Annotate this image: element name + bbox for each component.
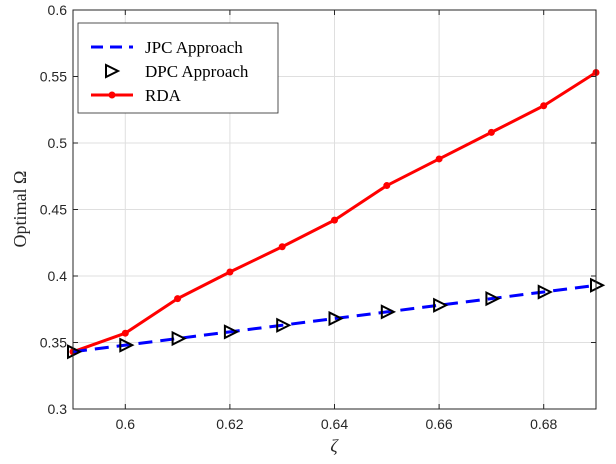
data-point-dpc <box>119 337 135 353</box>
y-tick-label: 0.4 <box>48 268 68 284</box>
data-point-dpc <box>223 324 240 340</box>
data-point-rda <box>331 216 338 224</box>
legend-swatch-dpc <box>105 63 121 79</box>
legend: JPC Approach DPC Approach RDA <box>77 22 279 114</box>
data-point-dpc <box>171 330 187 347</box>
tick-label-layer: 0.6 0.62 0.64 0.66 0.68 0.3 0.35 0.4 0.45 0.5 0.55… <box>40 2 558 432</box>
data-point-dpc <box>380 304 397 320</box>
x-tick-label: 0.68 <box>530 416 557 432</box>
data-point-dpc <box>67 344 83 360</box>
grid-layer <box>73 9 596 410</box>
x-tick-label: 0.64 <box>321 416 348 432</box>
legend-label-rda: RDA <box>145 86 182 105</box>
y-tick-label: 0.6 <box>48 2 68 18</box>
legend-label-jpc: JPC Approach <box>145 38 243 57</box>
x-tick-label: 0.66 <box>425 416 452 432</box>
y-axis-title: Optimal Ω <box>10 171 30 248</box>
data-point-dpc <box>328 310 344 327</box>
y-tick-label: 0.5 <box>48 135 68 151</box>
series-layer <box>67 69 606 360</box>
data-point-rda <box>226 268 234 276</box>
data-point-rda <box>540 102 548 110</box>
data-point-dpc <box>537 284 553 300</box>
x-tick-label: 0.62 <box>216 416 243 432</box>
data-point-dpc <box>590 277 606 293</box>
data-point-rda <box>174 295 182 303</box>
x-axis-title: ζ <box>330 436 339 456</box>
legend-swatch-rda-marker <box>108 91 116 99</box>
data-point-rda <box>278 243 286 251</box>
legend-label-dpc: DPC Approach <box>145 62 249 81</box>
y-tick-label: 0.55 <box>40 69 67 85</box>
data-point-rda <box>121 329 129 337</box>
tick-layer <box>73 9 596 410</box>
y-tick-label: 0.3 <box>48 401 68 417</box>
y-tick-label: 0.45 <box>40 202 67 218</box>
data-point-rda <box>383 182 391 190</box>
y-tick-label: 0.35 <box>40 335 67 351</box>
data-point-dpc <box>485 290 501 307</box>
x-tick-label: 0.6 <box>116 416 136 432</box>
data-point-rda <box>435 155 443 163</box>
data-point-dpc <box>276 317 292 333</box>
data-point-dpc <box>433 297 449 313</box>
data-point-rda <box>487 128 495 136</box>
